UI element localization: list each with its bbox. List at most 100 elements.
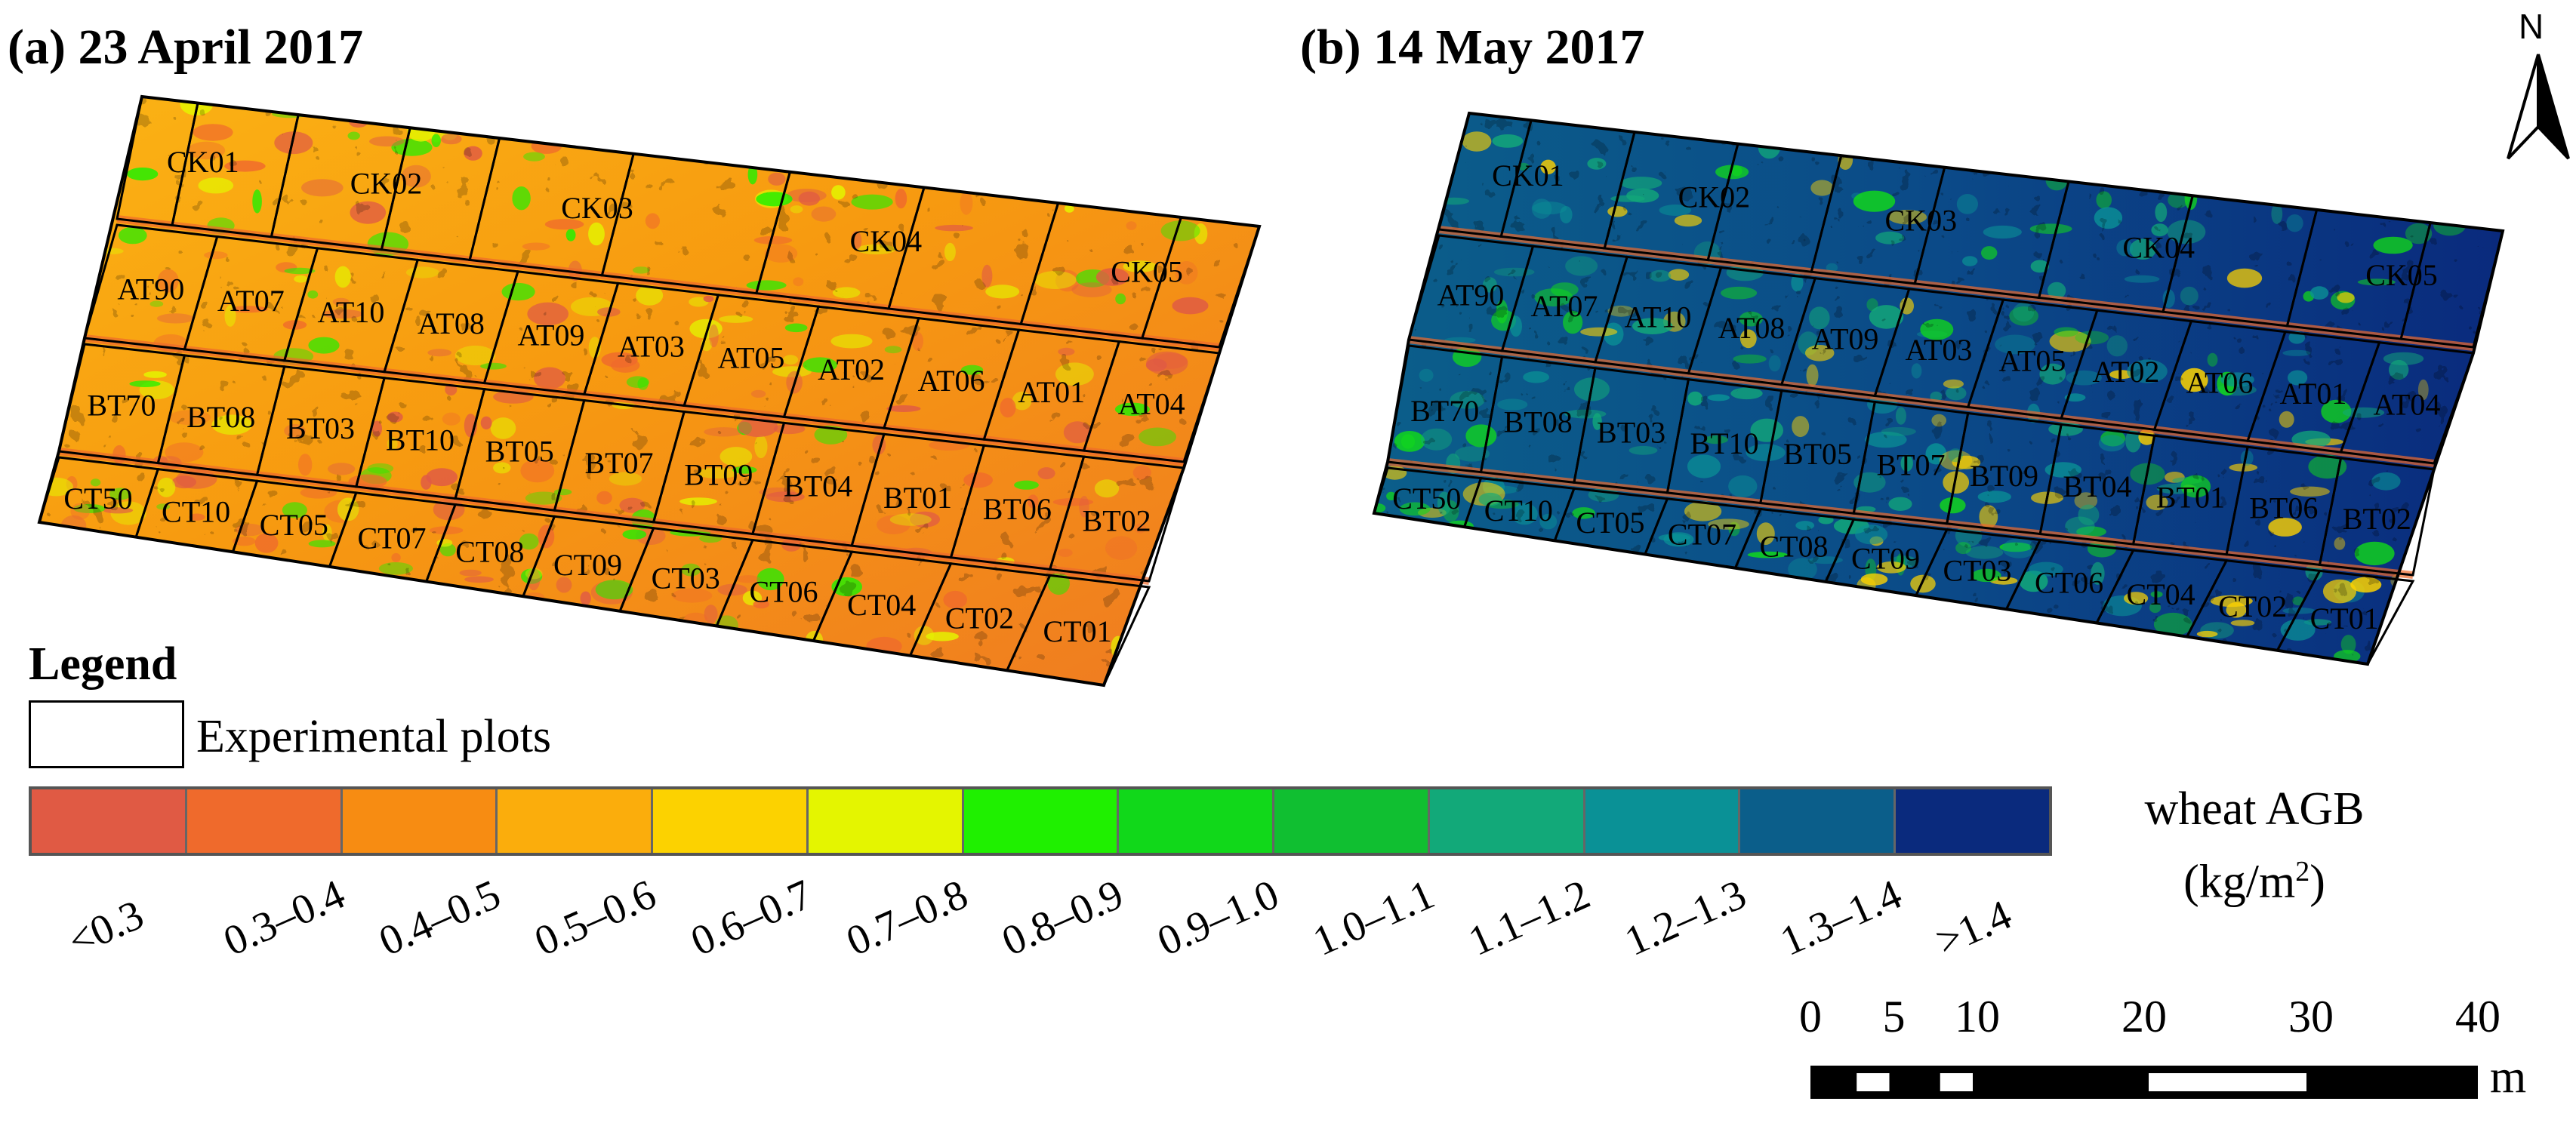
- north-label: N: [2519, 7, 2544, 46]
- agb-legend-title: wheat AGB: [2144, 783, 2365, 835]
- plot-label: AT01: [2280, 377, 2347, 411]
- agb-class-swatch: [963, 789, 1120, 853]
- agb-class-swatch: [1740, 789, 1897, 853]
- agb-class-swatch: [186, 789, 343, 853]
- scale-bar-segment: [2149, 1073, 2306, 1091]
- plot-label: CT04: [847, 588, 916, 622]
- plot-label: CT03: [1943, 553, 2011, 587]
- experimental-plot: [2339, 341, 2476, 465]
- experimental-plots-label: Experimental plots: [196, 711, 552, 762]
- plot-label: CT08: [1759, 530, 1828, 564]
- scale-bar-tick-label: 40: [2455, 992, 2501, 1041]
- plot-label: CK01: [1492, 158, 1564, 192]
- plot-label: AT02: [2093, 355, 2160, 389]
- plot-label: BT08: [186, 400, 255, 434]
- agb-color-ramp: [29, 786, 2052, 856]
- agb-class-swatch: [32, 789, 187, 853]
- legend-heading: Legend: [29, 638, 177, 690]
- plot-label: BT09: [1970, 459, 2038, 493]
- plot-label: CT07: [1668, 518, 1736, 552]
- plot-label: AT03: [1906, 333, 1973, 367]
- plot-label: BT07: [584, 446, 653, 480]
- plot-label: CT50: [1392, 481, 1461, 515]
- plot-label: CT09: [553, 548, 622, 582]
- scale-bar-unit: m: [2490, 1051, 2527, 1103]
- plot-label: CK04: [850, 224, 923, 258]
- agb-class-swatch: [1429, 789, 1585, 853]
- plot-label: AT07: [1531, 289, 1598, 323]
- plot-label: BT06: [2249, 491, 2318, 525]
- panel-b-title: (b) 14 May 2017: [1300, 20, 1645, 75]
- plot-label: AT02: [818, 352, 885, 386]
- plot-label: AT06: [918, 364, 985, 398]
- plot-label: CT05: [1576, 506, 1644, 540]
- plot-label: BT01: [2156, 480, 2225, 514]
- plot-label: BT02: [2343, 502, 2411, 536]
- plot-label: BT10: [386, 423, 454, 457]
- plot-label: AT05: [718, 341, 785, 375]
- field-outline: [1372, 111, 2505, 666]
- plot-label: AT03: [618, 330, 685, 364]
- plot-label: BT06: [983, 492, 1052, 526]
- plot-label: BT03: [1597, 416, 1665, 450]
- scale-bar-tick-label: 20: [2122, 992, 2167, 1041]
- plot-label: CT02: [945, 601, 1014, 635]
- experimental-plot: [1082, 340, 1221, 463]
- plot-label: CK03: [1885, 204, 1958, 238]
- plot-label: AT04: [1118, 386, 1185, 420]
- plot-label: AT10: [317, 295, 384, 329]
- scale-bar-tick-label: 0: [1799, 992, 1822, 1041]
- plot-label: BT04: [784, 469, 852, 503]
- plot-label: BT03: [286, 411, 355, 445]
- plot-label: CT50: [63, 481, 132, 515]
- plot-label: CK04: [2122, 230, 2195, 264]
- plot-label: CK02: [350, 166, 423, 200]
- plot-label: AT08: [418, 306, 485, 340]
- agb-class-swatch: [1585, 789, 1741, 853]
- plot-label: CK05: [1111, 255, 1183, 289]
- scale-bar: [1810, 1066, 2478, 1099]
- scale-bar-tick-label: 30: [2288, 992, 2334, 1041]
- plot-label: BT08: [1504, 405, 1573, 438]
- plot-label: AT04: [2374, 388, 2441, 422]
- plot-label: AT10: [1625, 300, 1692, 334]
- plot-label: CT07: [357, 521, 426, 555]
- scale-bar-segment: [1940, 1073, 1973, 1091]
- plot-label: BT09: [684, 457, 753, 491]
- plot-label: AT07: [217, 284, 285, 318]
- plot-label: AT90: [1437, 278, 1505, 312]
- agb-legend-unit: (kg/m2): [2183, 856, 2325, 908]
- experimental-plot: [1048, 455, 1185, 583]
- plot-label: CT02: [2218, 589, 2287, 623]
- plot-label: CT06: [2035, 565, 2103, 599]
- plot-label: AT08: [1718, 311, 1786, 345]
- plot-label: CK01: [167, 145, 239, 179]
- plot-label: BT05: [1783, 437, 1852, 471]
- plot-label: CT06: [749, 574, 818, 608]
- plot-label: CK02: [1678, 180, 1751, 214]
- scale-bar-segment: [1857, 1073, 1890, 1091]
- plot-label: BT10: [1690, 426, 1759, 460]
- plot-label: BT04: [2063, 469, 2131, 503]
- plot-label: AT01: [1018, 375, 1085, 409]
- agb-class-swatch: [342, 789, 498, 853]
- plot-label: CT01: [2310, 601, 2379, 635]
- plot-label: AT06: [2186, 366, 2254, 400]
- plot-label: CT01: [1043, 614, 1112, 648]
- panel-a-title: (a) 23 April 2017: [8, 20, 364, 75]
- plot-label: BT70: [87, 389, 156, 423]
- plot-label: CT08: [455, 534, 524, 568]
- north-arrow-icon: [2507, 54, 2570, 160]
- plot-label: BT01: [883, 481, 952, 515]
- plot-label: CT03: [652, 561, 720, 595]
- plot-label: BT07: [1876, 448, 1945, 482]
- plot-label: CK03: [561, 191, 633, 225]
- plot-label: CT05: [260, 508, 328, 542]
- agb-class-swatch: [1274, 789, 1430, 853]
- plot-label: BT05: [485, 435, 554, 469]
- plot-label: AT05: [1999, 344, 2066, 378]
- plot-label: CK05: [2365, 258, 2438, 292]
- agb-class-swatch: [653, 789, 809, 853]
